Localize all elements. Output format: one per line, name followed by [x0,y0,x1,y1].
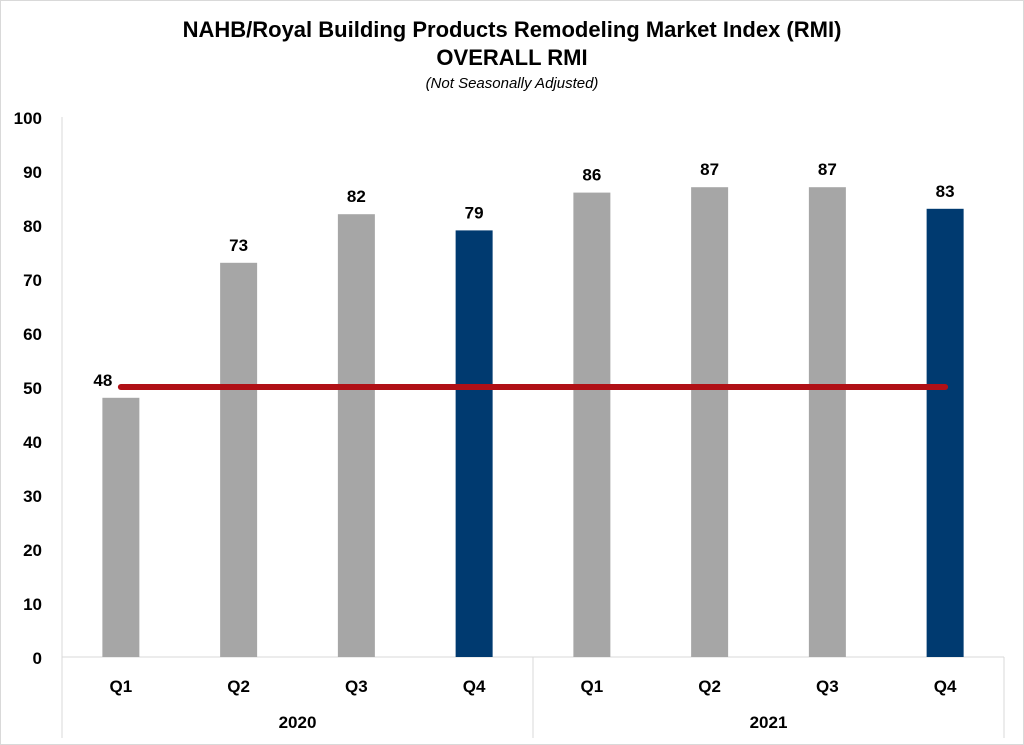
group-label: 2020 [279,713,317,732]
y-tick-label: 70 [23,271,42,290]
y-tick-label: 40 [23,433,42,452]
x-tick-label: Q1 [110,677,133,696]
x-tick-label: Q2 [698,677,721,696]
data-label: 79 [465,203,484,222]
bar [337,214,375,657]
y-tick-label: 100 [14,109,42,128]
data-label: 83 [936,182,955,201]
group-label: 2021 [750,713,788,732]
x-tick-label: Q3 [345,677,368,696]
bar [926,208,964,658]
data-label: 48 [93,371,112,390]
chart-subtitle: OVERALL RMI [436,45,588,70]
y-tick-label: 30 [23,487,42,506]
x-tick-label: Q4 [463,677,486,696]
data-label: 82 [347,187,366,206]
data-label: 87 [818,160,837,179]
bar [691,187,729,657]
data-label: 87 [700,160,719,179]
chart-title: NAHB/Royal Building Products Remodeling … [182,17,842,42]
bar [455,230,493,657]
bar [573,192,611,657]
data-label: 86 [582,166,601,185]
bar [220,262,258,657]
y-tick-label: 90 [23,163,42,182]
y-tick-label: 80 [23,217,42,236]
x-tick-label: Q3 [816,677,839,696]
y-tick-label: 20 [23,541,42,560]
x-tick-label: Q1 [581,677,604,696]
bar [102,397,140,657]
y-tick-label: 50 [23,379,42,398]
y-tick-label: 10 [23,595,42,614]
bar [808,187,846,657]
chart-note: (Not Seasonally Adjusted) [425,75,599,92]
data-label: 73 [229,236,248,255]
y-tick-label: 0 [33,649,42,668]
x-tick-label: Q4 [934,677,957,696]
x-tick-label: Q2 [227,677,250,696]
y-tick-label: 60 [23,325,42,344]
